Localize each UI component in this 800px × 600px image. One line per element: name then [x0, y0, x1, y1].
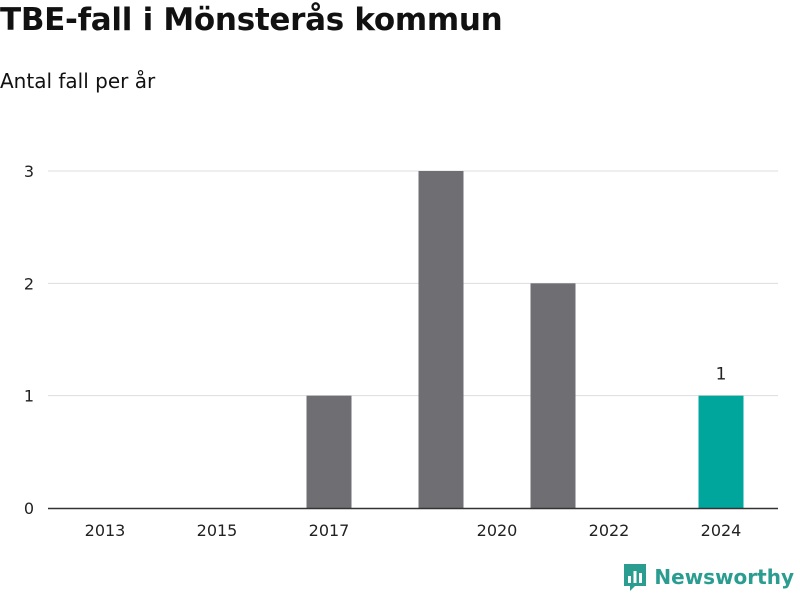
- y-tick-label: 1: [24, 387, 34, 406]
- y-tick-label: 0: [24, 499, 34, 518]
- chart-subtitle: Antal fall per år: [0, 69, 156, 93]
- newsworthy-logo-icon: [624, 564, 647, 591]
- grid-lines: [48, 170, 778, 397]
- x-tick-label: 2020: [477, 521, 518, 540]
- x-axis-tick-labels: 2013 2015 2017 2020 2022 2024: [85, 521, 742, 540]
- newsworthy-logo[interactable]: Newsworthy: [622, 562, 794, 592]
- bar-2024[interactable]: [698, 395, 744, 508]
- y-axis-tick-labels: 0 1 2 3: [24, 162, 34, 518]
- x-tick-label: 2022: [589, 521, 630, 540]
- data-label: 1: [716, 365, 727, 385]
- x-tick-label: 2017: [309, 521, 350, 540]
- y-tick-label: 3: [24, 162, 34, 181]
- bar-2017[interactable]: [306, 395, 352, 508]
- x-tick-label: 2024: [701, 521, 742, 540]
- brand-name: Newsworthy: [654, 565, 794, 589]
- bars: [306, 171, 744, 508]
- bar-2019[interactable]: [418, 171, 464, 508]
- x-tick-label: 2015: [197, 521, 238, 540]
- bar-2021[interactable]: [530, 283, 576, 508]
- x-tick-label: 2013: [85, 521, 126, 540]
- data-labels: 1: [716, 365, 727, 385]
- chart-title: TBE-fall i Mönsterås kommun: [0, 2, 503, 38]
- y-tick-label: 2: [24, 274, 34, 293]
